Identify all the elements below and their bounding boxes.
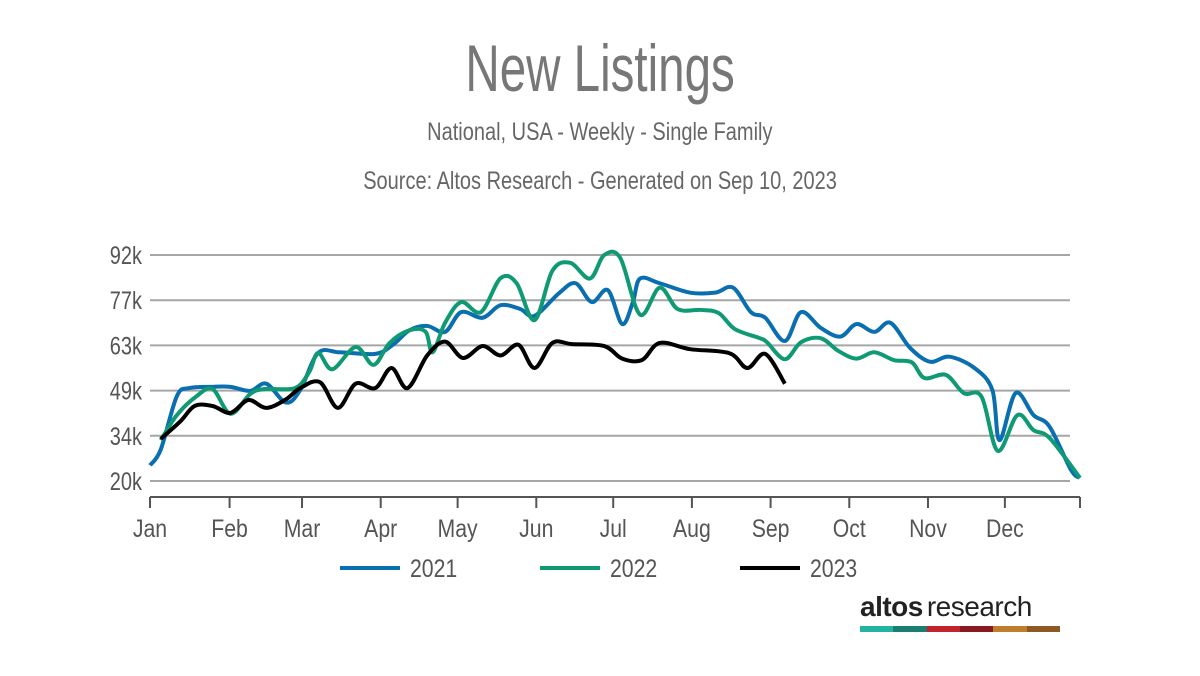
x-tick-label: Dec bbox=[986, 514, 1024, 542]
y-tick-label: 63k bbox=[110, 332, 143, 360]
y-tick-label: 92k bbox=[110, 242, 143, 270]
legend-label-2022: 2022 bbox=[610, 554, 657, 582]
x-tick-label: Nov bbox=[909, 514, 947, 542]
chart-subtitle: National, USA - Weekly - Single Family bbox=[0, 118, 1200, 147]
logo-bar-segment bbox=[1026, 626, 1060, 632]
series-line-2022 bbox=[159, 249, 1082, 480]
x-tick-label: Mar bbox=[284, 514, 321, 542]
series-line-2023 bbox=[159, 339, 787, 441]
legend-label-2023: 2023 bbox=[810, 554, 857, 582]
altos-research-logo: altos research bbox=[860, 590, 1060, 634]
y-tick-label: 49k bbox=[110, 378, 143, 406]
x-tick-label: May bbox=[438, 514, 478, 542]
logo-bar-segment bbox=[893, 626, 927, 632]
legend-label-2021: 2021 bbox=[410, 554, 457, 582]
series-line-2021 bbox=[148, 275, 1082, 480]
x-tick-label: Aug bbox=[673, 514, 711, 542]
chart-subtitle-text: National, USA - Weekly - Single Family bbox=[427, 118, 773, 146]
chart-title: New Listings bbox=[0, 28, 1200, 108]
y-tick-label: 77k bbox=[110, 287, 143, 315]
x-tick-label: Sep bbox=[752, 514, 790, 542]
logo-bar-segment bbox=[926, 626, 960, 632]
logo-bar-segment bbox=[959, 626, 994, 632]
logo-text-light: research bbox=[926, 591, 1032, 622]
chart-source: Source: Altos Research - Generated on Se… bbox=[0, 167, 1200, 196]
chart-title-text: New Listings bbox=[465, 31, 735, 105]
y-tick-label: 20k bbox=[110, 468, 143, 496]
x-tick-label: Apr bbox=[364, 514, 397, 542]
x-tick-label: Jul bbox=[600, 514, 627, 542]
logo-color-bar bbox=[860, 626, 1060, 632]
logo-bar-segment bbox=[993, 626, 1027, 632]
x-tick-label: Feb bbox=[211, 514, 248, 542]
chart-source-text: Source: Altos Research - Generated on Se… bbox=[363, 167, 837, 195]
y-tick-label: 34k bbox=[110, 423, 143, 451]
logo-text-bold: altos bbox=[860, 591, 923, 622]
x-tick-label: Jan bbox=[133, 514, 167, 542]
x-tick-label: Jun bbox=[519, 514, 553, 542]
x-tick-label: Oct bbox=[833, 514, 867, 542]
logo-bar-segment bbox=[860, 626, 894, 632]
